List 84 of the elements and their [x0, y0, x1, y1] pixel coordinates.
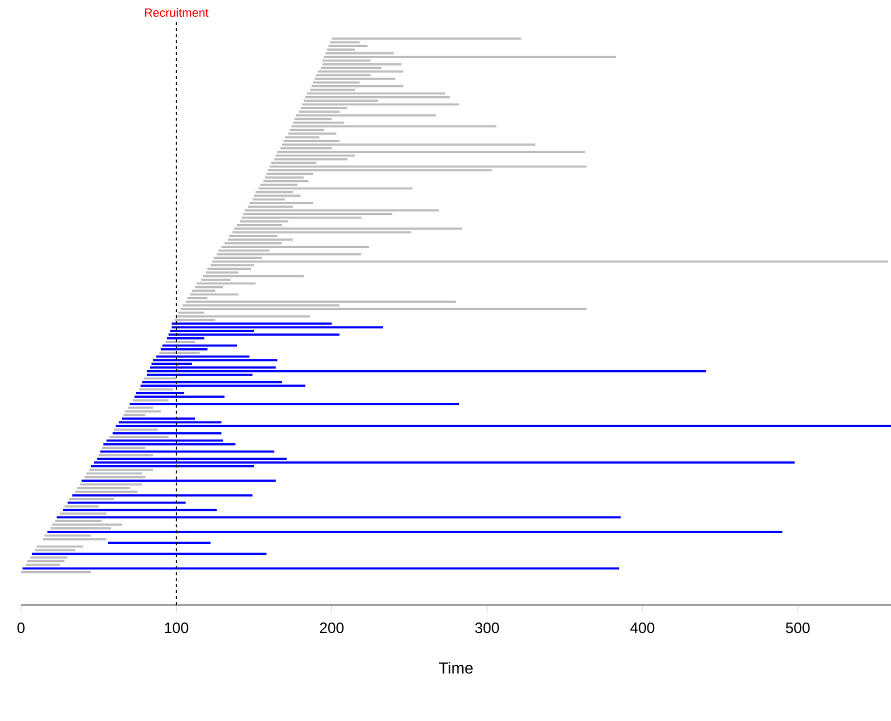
- bar: [254, 194, 301, 197]
- bar: [30, 556, 68, 559]
- bar: [75, 490, 138, 493]
- bar: [244, 209, 439, 212]
- bar: [296, 114, 436, 116]
- bar: [181, 308, 587, 310]
- bar: [328, 44, 368, 48]
- bar: [98, 454, 154, 456]
- bar: [146, 370, 706, 372]
- bar: [72, 494, 252, 496]
- bar: [322, 63, 402, 66]
- bar: [130, 402, 460, 406]
- ref-line-label: Recruitment: [145, 8, 208, 17]
- bar: [168, 334, 340, 336]
- x-tick-label: 200: [320, 622, 344, 634]
- bar: [47, 530, 782, 534]
- bar: [60, 512, 106, 515]
- bar: [21, 571, 91, 574]
- bar: [263, 180, 308, 182]
- bar: [221, 246, 370, 248]
- bar: [22, 567, 620, 570]
- bar: [100, 450, 274, 453]
- bar: [258, 187, 413, 190]
- bar: [144, 377, 176, 380]
- bar: [249, 202, 314, 204]
- bar: [318, 70, 404, 73]
- bar: [110, 436, 169, 438]
- bar: [234, 228, 462, 230]
- x-tick-label: 400: [630, 622, 654, 634]
- bar: [282, 144, 536, 146]
- bar: [228, 238, 293, 241]
- bar: [27, 560, 64, 562]
- bar: [42, 538, 106, 540]
- bar: [80, 483, 142, 486]
- bar: [288, 132, 336, 135]
- bar: [56, 516, 621, 518]
- bar: [114, 428, 158, 431]
- bar: [305, 96, 450, 98]
- bar: [132, 399, 169, 402]
- bar: [89, 468, 154, 471]
- bar: [32, 552, 266, 555]
- bar: [277, 150, 585, 154]
- bar: [84, 476, 146, 478]
- bar: [176, 315, 310, 318]
- x-tick-label: 100: [165, 622, 188, 634]
- bar: [62, 508, 217, 512]
- bar: [270, 165, 587, 168]
- bar: [134, 396, 225, 398]
- bar: [153, 359, 278, 362]
- bar: [82, 480, 276, 482]
- bar: [64, 505, 99, 508]
- bar: [302, 103, 460, 106]
- bar: [186, 300, 456, 303]
- bar: [196, 282, 256, 285]
- x-axis-title: Time: [438, 662, 473, 674]
- bar: [332, 38, 522, 40]
- bar: [112, 432, 222, 434]
- bar: [36, 545, 84, 548]
- bar: [314, 78, 396, 80]
- bar: [140, 384, 306, 387]
- bar: [207, 268, 251, 270]
- bar: [52, 524, 122, 526]
- bar: [116, 424, 891, 428]
- bar: [172, 326, 383, 328]
- bar: [190, 293, 238, 296]
- bar: [68, 502, 186, 504]
- x-tick-label: 0: [17, 622, 25, 634]
- bar: [162, 344, 237, 347]
- bar: [103, 443, 236, 446]
- bar: [212, 260, 888, 263]
- bar: [165, 340, 195, 344]
- bar: [69, 498, 114, 500]
- bar: [108, 542, 211, 544]
- bar: [125, 410, 161, 412]
- bar: [202, 275, 304, 278]
- bar: [139, 388, 174, 391]
- bar: [102, 446, 146, 449]
- bar: [216, 253, 362, 256]
- bar: [324, 56, 616, 58]
- x-tick-label: 500: [786, 622, 810, 634]
- bar: [291, 125, 496, 128]
- x-tick-label: 300: [475, 622, 499, 634]
- bar: [94, 461, 795, 464]
- bar: [312, 85, 404, 88]
